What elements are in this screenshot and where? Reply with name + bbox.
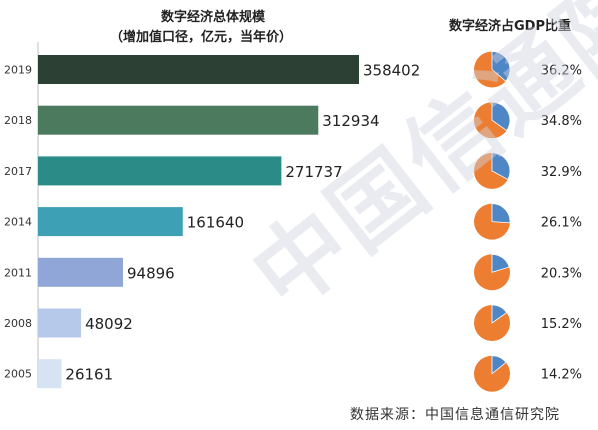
- pie-share-2018: [491, 101, 511, 132]
- category-label-2005: 2005: [4, 368, 32, 381]
- bar-2019: [38, 55, 359, 84]
- pie-label-2018: 34.8%: [541, 114, 582, 129]
- pie-label-2005: 14.2%: [541, 368, 582, 383]
- value-label-2017: 271737: [285, 163, 342, 181]
- pie-share-2019: [491, 51, 511, 82]
- value-label-2005: 26161: [65, 366, 113, 384]
- category-label-2014: 2014: [4, 216, 32, 229]
- category-label-2019: 2019: [4, 64, 32, 77]
- value-label-2008: 48092: [85, 315, 133, 333]
- value-label-2019: 358402: [363, 62, 420, 80]
- category-label-2011: 2011: [4, 266, 32, 279]
- category-label-2018: 2018: [4, 114, 32, 127]
- bar-2017: [38, 156, 282, 186]
- value-label-2014: 161640: [187, 214, 244, 232]
- pie-label-2019: 36.2%: [541, 64, 582, 79]
- pie-share-2005: [491, 355, 507, 375]
- category-label-2017: 2017: [4, 165, 32, 178]
- pie-share-2008: [491, 304, 508, 324]
- bar-2011: [38, 257, 123, 287]
- bar-chart-subtitle: （增加值口径，亿元，当年价）: [110, 30, 293, 45]
- pie-label-2014: 26.1%: [541, 216, 582, 231]
- pie-share-2014: [491, 203, 511, 224]
- bar-chart-title: 数字经济总体规模: [161, 10, 266, 25]
- pie-share-2011: [491, 253, 510, 273]
- value-label-2011: 94896: [127, 264, 175, 282]
- bar-2008: [38, 308, 82, 338]
- category-label-2008: 2008: [4, 317, 32, 330]
- pie-label-2017: 32.9%: [541, 165, 582, 180]
- pie-column: 36.2% 34.8% 32.9% 26.1% 20.3% 15.2% 14.2%: [474, 51, 582, 392]
- bar-2005: [38, 359, 62, 389]
- bar-chart: 2019 358402 2018 312934 2017 271737 2014 161640…: [4, 42, 420, 389]
- value-label-2018: 312934: [322, 112, 379, 130]
- pie-share-2017: [491, 152, 511, 181]
- bar-2014: [38, 207, 183, 237]
- source-note: 数据来源：中国信息通信研究院: [350, 407, 560, 423]
- pie-label-2008: 15.2%: [541, 317, 582, 332]
- pie-column-title: 数字经济占GDP比重: [449, 19, 571, 34]
- pie-label-2011: 20.3%: [541, 266, 582, 281]
- bar-2018: [38, 105, 319, 135]
